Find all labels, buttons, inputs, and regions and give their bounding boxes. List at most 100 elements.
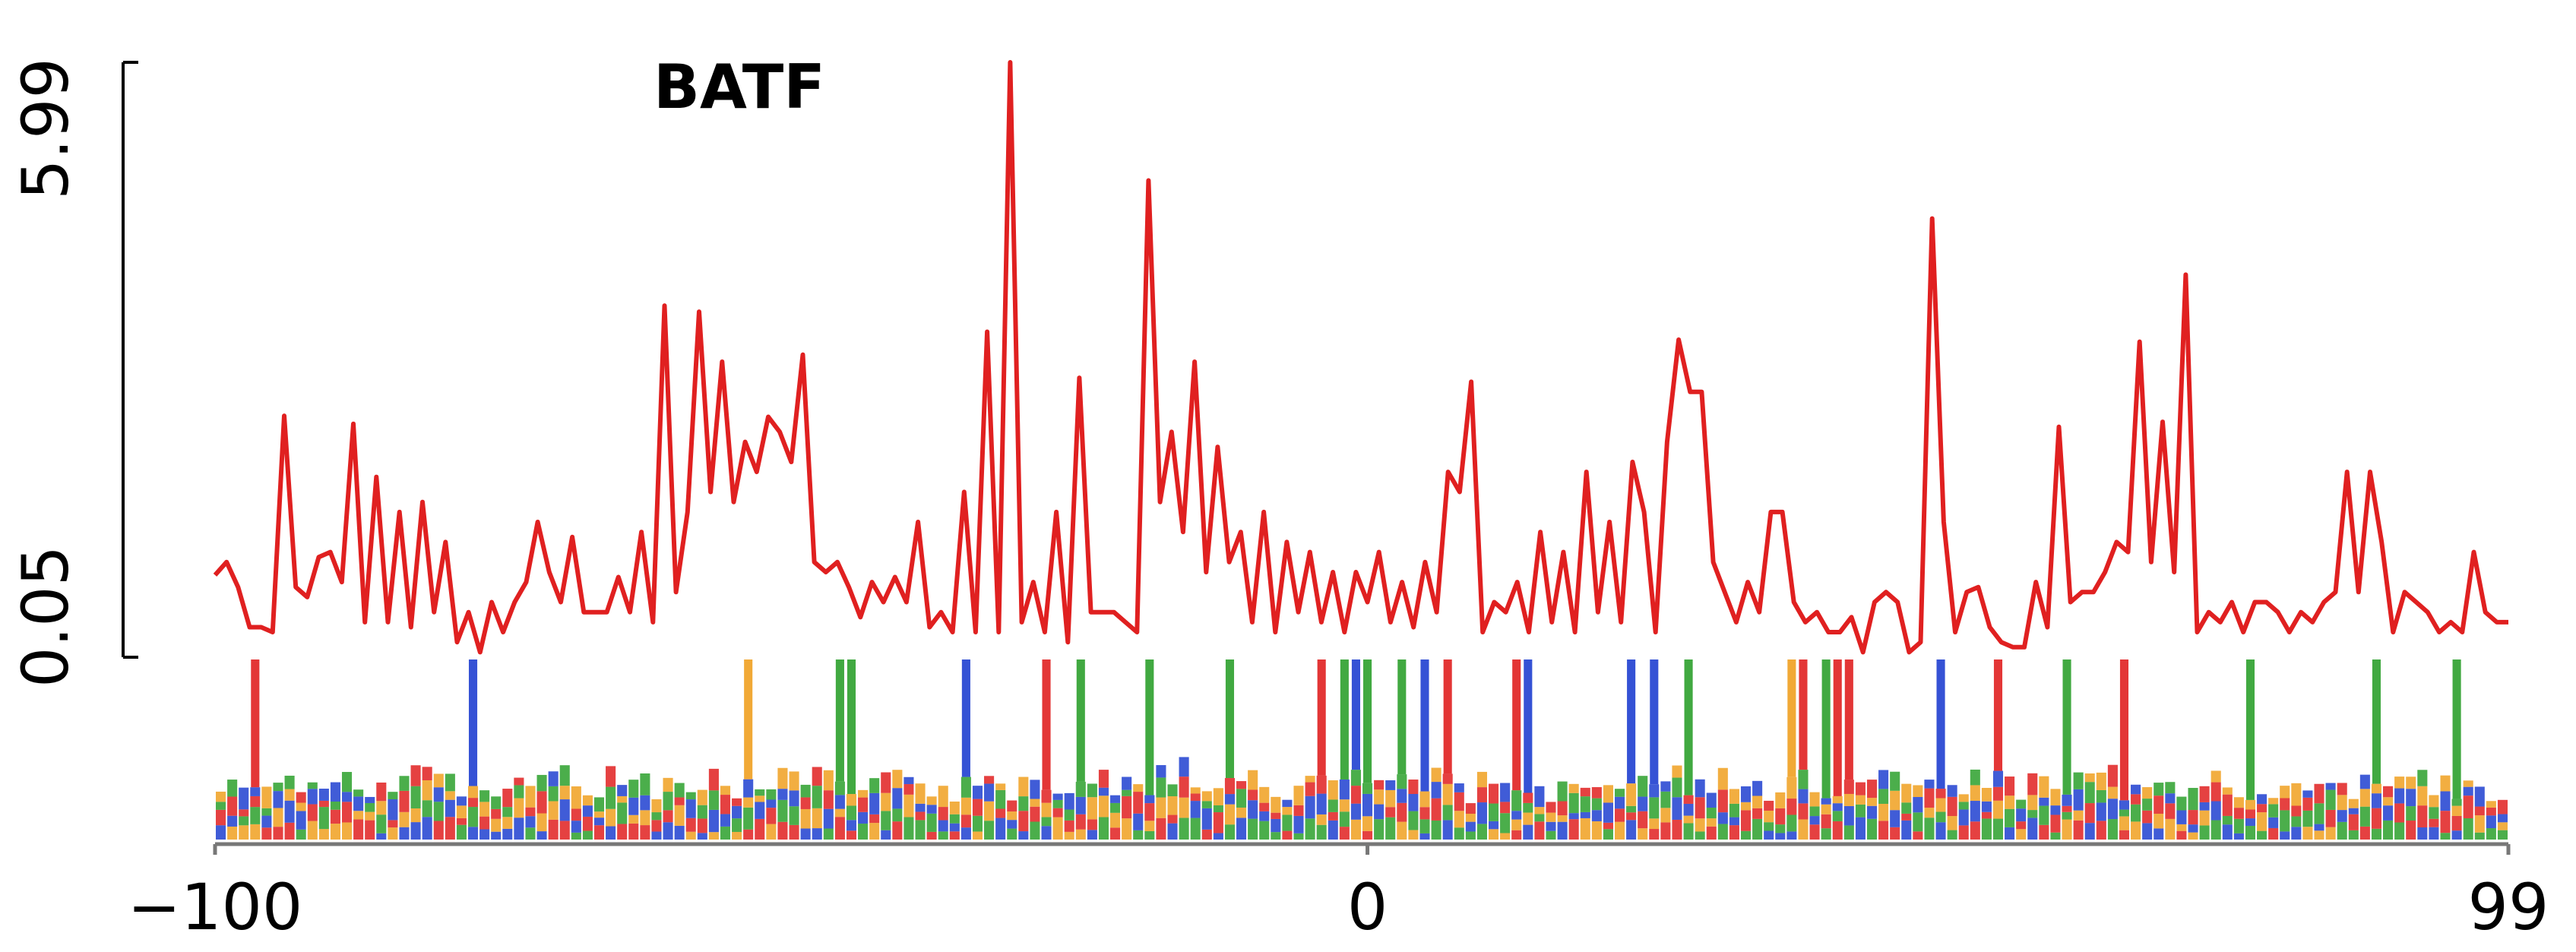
logo-glyph <box>777 799 788 822</box>
logo-glyph <box>1866 780 1878 799</box>
logo-glyph <box>651 812 662 821</box>
logo-glyph <box>1650 659 1659 785</box>
logo-glyph <box>1649 784 1660 798</box>
logo-glyph <box>858 789 869 798</box>
logo-glyph <box>1454 783 1464 792</box>
logo-glyph <box>1638 811 1648 829</box>
logo-glyph <box>995 818 1006 840</box>
logo-glyph <box>926 796 937 805</box>
logo-glyph <box>1087 819 1097 830</box>
logo-glyph <box>685 799 696 818</box>
logo-glyph <box>536 774 547 792</box>
logo-glyph <box>582 816 593 831</box>
logo-glyph <box>2107 764 2118 787</box>
logo-glyph <box>777 821 788 840</box>
logo-glyph <box>2119 659 2129 801</box>
logo-glyph <box>1500 783 1511 802</box>
logo-glyph <box>755 789 765 796</box>
logo-glyph <box>376 833 387 840</box>
logo-glyph <box>1993 659 2003 771</box>
logo-glyph <box>2371 793 2382 808</box>
logo-glyph <box>582 830 593 840</box>
logo-glyph <box>743 797 754 808</box>
logo-glyph <box>2188 810 2198 825</box>
logo-glyph <box>846 805 857 821</box>
logo-glyph <box>2050 805 2061 815</box>
logo-glyph <box>2429 827 2439 840</box>
logo-glyph <box>743 829 754 840</box>
logo-glyph <box>1282 799 1293 808</box>
logo-glyph <box>1042 659 1051 790</box>
logo-glyph <box>1935 789 1946 799</box>
logo-glyph <box>571 786 581 809</box>
logo-glyph <box>1890 771 1900 791</box>
logo-glyph <box>1179 776 1189 798</box>
logo-glyph <box>720 826 731 840</box>
logo-glyph <box>318 800 329 808</box>
logo-glyph <box>388 820 398 828</box>
logo-glyph <box>376 814 387 833</box>
logo-glyph <box>2062 805 2072 812</box>
logo-glyph <box>2199 825 2210 840</box>
logo-glyph <box>1935 798 1946 812</box>
logo-glyph <box>708 768 719 791</box>
logo-glyph <box>869 792 880 814</box>
logo-glyph <box>410 822 421 840</box>
logo-glyph <box>1110 812 1121 828</box>
logo-glyph <box>2027 773 2038 795</box>
logo-glyph <box>663 777 673 792</box>
logo-glyph <box>2084 782 2095 804</box>
logo-glyph <box>1362 793 1373 817</box>
logo-glyph <box>1201 801 1212 808</box>
logo-glyph <box>1007 800 1017 812</box>
logo-glyph <box>2245 826 2256 840</box>
logo-glyph <box>1603 829 1613 840</box>
logo-glyph <box>1901 802 1912 814</box>
logo-glyph <box>2107 819 2118 840</box>
logo-glyph <box>1855 782 1866 795</box>
logo-glyph <box>1717 789 1728 813</box>
logo-glyph <box>1030 799 1040 807</box>
logo-glyph <box>685 818 696 832</box>
logo-glyph <box>2314 830 2324 840</box>
logo-glyph <box>1488 783 1499 804</box>
logo-glyph <box>1179 797 1189 818</box>
logo-glyph <box>2016 799 2027 809</box>
logo-glyph <box>1591 787 1602 799</box>
logo-glyph <box>2337 821 2347 840</box>
logo-glyph <box>1133 813 1144 830</box>
logo-glyph <box>2210 820 2221 840</box>
logo-glyph <box>2394 776 2405 789</box>
logo-glyph <box>1523 802 1533 813</box>
logo-glyph <box>2463 786 2473 796</box>
logo-glyph <box>365 802 375 812</box>
x-tick-label: 0 <box>1347 870 1388 944</box>
logo-glyph <box>1798 789 1809 804</box>
logo-glyph <box>2257 812 2267 831</box>
logo-glyph <box>2039 805 2049 825</box>
logo-glyph <box>949 814 960 824</box>
logo-glyph <box>1500 833 1511 840</box>
logo-glyph <box>708 790 719 810</box>
logo-glyph <box>972 815 983 832</box>
logo-glyph <box>1775 824 1786 833</box>
logo-glyph <box>227 815 238 827</box>
logo-glyph <box>812 828 822 840</box>
logo-glyph <box>2417 786 2428 806</box>
logo-glyph <box>2348 808 2359 814</box>
logo-glyph <box>1913 785 1923 798</box>
logo-glyph <box>834 795 845 809</box>
logo-glyph <box>216 825 226 840</box>
logo-glyph <box>606 826 616 840</box>
logo-glyph <box>1018 776 1029 797</box>
logo-glyph <box>1041 802 1052 818</box>
logo-glyph <box>1339 827 1350 840</box>
logo-glyph <box>1603 822 1613 830</box>
logo-glyph <box>1465 821 1476 832</box>
logo-glyph <box>2165 793 2176 804</box>
logo-glyph <box>1706 818 1717 827</box>
logo-glyph <box>2039 797 2049 806</box>
logo-glyph <box>559 786 570 800</box>
logo-glyph <box>628 823 639 840</box>
logo-glyph <box>261 808 272 816</box>
